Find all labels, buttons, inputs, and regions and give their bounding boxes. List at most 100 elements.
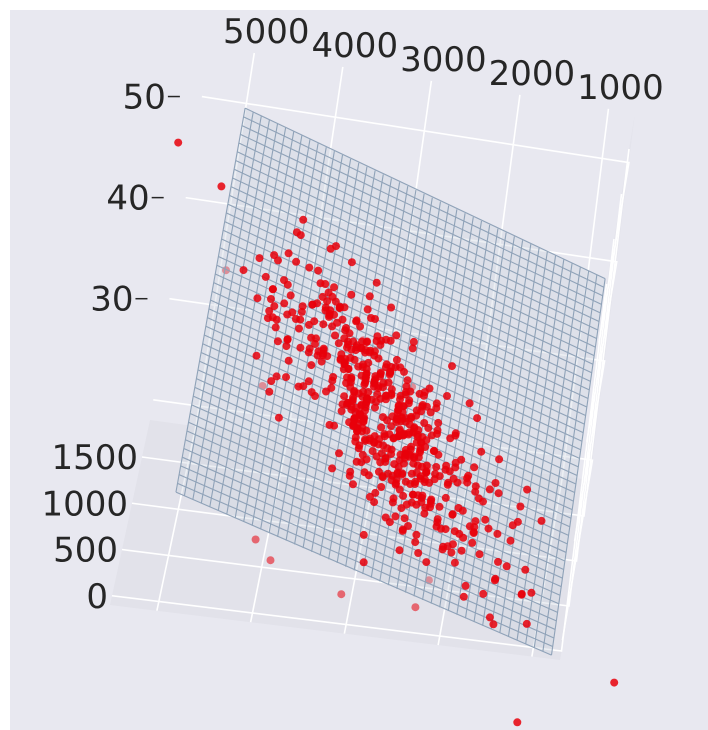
data-point: [490, 576, 499, 585]
data-point: [402, 388, 410, 396]
data-point: [292, 228, 301, 237]
data-point: [410, 480, 419, 488]
plane-line-x: [422, 220, 483, 601]
data-point: [267, 295, 275, 303]
data-point: [477, 447, 486, 456]
plane-line-y: [237, 151, 600, 322]
data-point: [370, 376, 379, 385]
plane-line-y: [218, 255, 585, 425]
data-point: [299, 215, 308, 224]
data-point: [305, 344, 314, 353]
data-point: [317, 357, 326, 366]
plane-line-y: [205, 325, 575, 494]
data-point: [441, 493, 450, 502]
data-point: [523, 485, 532, 494]
data-point: [295, 324, 303, 333]
data-point: [298, 302, 307, 311]
data-point: [374, 354, 383, 363]
data-point: [408, 344, 417, 353]
data-point: [495, 455, 504, 464]
data-point: [508, 521, 517, 530]
data-point: [374, 467, 383, 476]
data-point: [494, 557, 502, 566]
data-point: [412, 530, 421, 539]
data-point: [527, 588, 536, 597]
plane-line-x: [413, 217, 474, 597]
data-point: [340, 303, 349, 312]
plane-line-x: [302, 166, 368, 549]
data-point: [364, 471, 373, 480]
data-point: [448, 362, 456, 371]
data-point: [385, 518, 394, 527]
data-point: [470, 463, 479, 472]
y-tick-label: 500: [53, 531, 118, 571]
data-point: [318, 292, 327, 301]
data-point: [266, 556, 275, 565]
data-point: [457, 546, 466, 555]
data-point: [343, 399, 352, 408]
data-point: [319, 320, 328, 329]
data-point: [251, 535, 260, 544]
data-point: [473, 414, 482, 423]
data-point: [427, 431, 436, 440]
data-point: [360, 380, 369, 389]
plane-line-y: [216, 264, 584, 434]
data-point: [304, 377, 313, 386]
data-point: [283, 280, 292, 289]
data-point: [239, 266, 248, 275]
data-point: [367, 314, 375, 322]
data-point: [485, 485, 494, 494]
data-point: [434, 418, 443, 427]
data-point: [461, 581, 470, 590]
data-point: [471, 517, 480, 526]
z-tick-label: 40: [106, 179, 149, 219]
plane-line-y: [175, 491, 552, 656]
data-point: [422, 558, 431, 567]
data-point: [265, 387, 274, 396]
data-point: [299, 382, 308, 391]
data-point: [411, 603, 420, 612]
data-point: [263, 314, 272, 323]
data-point: [398, 469, 407, 478]
plane-line-y: [224, 221, 590, 391]
plane-line-x: [319, 174, 384, 556]
plane-line-y: [229, 194, 594, 365]
data-point: [433, 426, 442, 435]
data-point: [502, 562, 511, 571]
data-point: [352, 341, 361, 350]
z-tick-label: 30: [90, 280, 133, 320]
data-point: [368, 447, 377, 456]
data-point: [347, 405, 356, 414]
data-point: [400, 367, 408, 376]
data-point: [454, 504, 463, 512]
data-point: [387, 385, 396, 394]
data-point: [435, 502, 444, 511]
x-tick-label: 1000: [577, 68, 664, 108]
plane-line-y: [219, 247, 586, 417]
plane-line-y: [222, 229, 589, 399]
data-point: [409, 459, 418, 468]
data-point: [330, 421, 339, 430]
data-point: [340, 334, 349, 343]
data-point: [280, 299, 289, 308]
plane-line-y: [226, 212, 591, 382]
data-point: [401, 477, 410, 486]
data-point: [422, 467, 431, 476]
data-point: [364, 358, 373, 367]
data-point: [395, 456, 404, 465]
plane-line-x: [370, 197, 433, 578]
data-point: [450, 558, 459, 567]
data-point: [270, 302, 279, 311]
data-point: [377, 423, 386, 432]
data-point: [296, 343, 305, 352]
data-point: [447, 548, 456, 557]
x-tick-label: 4000: [312, 26, 399, 66]
data-point: [362, 338, 371, 347]
data-point: [537, 516, 546, 525]
data-point: [392, 418, 401, 426]
data-point: [417, 498, 426, 506]
data-point: [432, 399, 441, 408]
data-point: [314, 266, 323, 275]
data-point: [335, 449, 343, 458]
plane-line-y: [244, 107, 606, 280]
